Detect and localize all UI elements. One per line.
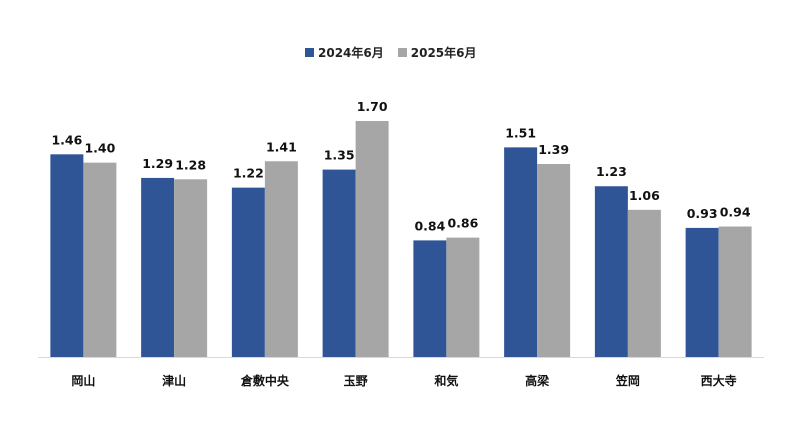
bar-2024-6 bbox=[594, 186, 628, 357]
category-label-3: 玉野 bbox=[344, 374, 368, 388]
bar-2025-6 bbox=[627, 209, 661, 357]
data-label-2024-2: 1.22 bbox=[233, 166, 264, 181]
bar-2025-0 bbox=[83, 162, 117, 357]
bar-2025-2 bbox=[264, 161, 298, 357]
data-label-2024-4: 0.84 bbox=[414, 218, 445, 233]
bar-2024-0 bbox=[50, 154, 84, 357]
category-label-2: 倉敷中央 bbox=[240, 373, 290, 388]
legend-swatch-2025 bbox=[397, 48, 407, 57]
data-label-2024-1: 1.29 bbox=[142, 156, 173, 171]
data-label-2025-1: 1.28 bbox=[175, 157, 206, 172]
category-label-1: 津山 bbox=[162, 373, 186, 388]
legend-label-2024: 2024年6月 bbox=[318, 46, 384, 60]
category-label-6: 笠岡 bbox=[615, 373, 640, 388]
bar-2024-3 bbox=[322, 169, 356, 357]
legend-item-2025: 2025年6月 bbox=[397, 44, 477, 61]
data-label-2025-7: 0.94 bbox=[720, 205, 751, 220]
data-label-2024-0: 1.46 bbox=[51, 132, 82, 147]
data-label-2024-7: 0.93 bbox=[687, 206, 718, 221]
bar-2024-5 bbox=[504, 147, 538, 357]
data-label-2025-5: 1.39 bbox=[538, 142, 569, 157]
data-label-2024-6: 1.23 bbox=[596, 164, 627, 179]
data-label-2025-4: 0.86 bbox=[447, 216, 478, 231]
category-label-5: 高梁 bbox=[525, 373, 549, 388]
bar-2025-1 bbox=[174, 179, 208, 357]
bar-2024-1 bbox=[141, 177, 175, 357]
data-label-2025-0: 1.40 bbox=[84, 141, 115, 156]
category-label-7: 西大寺 bbox=[701, 373, 737, 388]
data-label-2025-2: 1.41 bbox=[266, 139, 297, 154]
data-label-2025-6: 1.06 bbox=[629, 188, 660, 203]
bar-2025-7 bbox=[718, 226, 752, 357]
bar-2025-3 bbox=[355, 121, 389, 357]
bar-2024-7 bbox=[685, 227, 719, 357]
legend-item-2024: 2024年6月 bbox=[305, 44, 384, 61]
legend: 2024年6月 2025年6月 bbox=[305, 44, 491, 61]
bar-2024-2 bbox=[231, 187, 265, 357]
bar-2024-4 bbox=[413, 240, 447, 357]
category-label-4: 和気 bbox=[433, 373, 458, 388]
data-label-2024-3: 1.35 bbox=[324, 148, 355, 163]
category-label-0: 岡山 bbox=[71, 373, 95, 388]
legend-label-2025: 2025年6月 bbox=[410, 46, 477, 60]
data-label-2025-3: 1.70 bbox=[357, 99, 388, 114]
bar-2025-5 bbox=[537, 164, 571, 357]
bar-2025-4 bbox=[446, 237, 480, 357]
data-label-2024-5: 1.51 bbox=[505, 125, 536, 140]
legend-swatch-2024 bbox=[305, 48, 314, 57]
